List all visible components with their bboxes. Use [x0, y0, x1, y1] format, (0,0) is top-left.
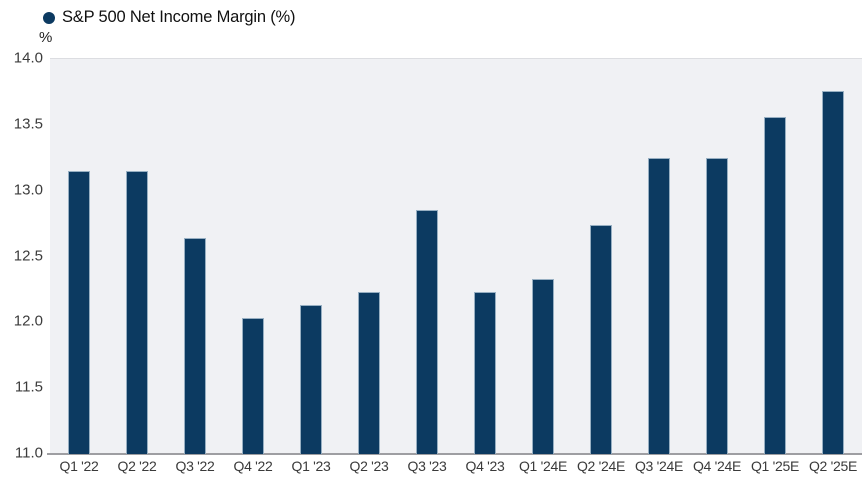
bar-slot — [514, 59, 572, 454]
bar-slot — [282, 59, 340, 454]
bar — [300, 305, 322, 454]
plot-area — [47, 58, 862, 455]
y-axis-tick-label: 12.5 — [13, 247, 43, 264]
y-axis-tick-label: 13.0 — [13, 181, 43, 199]
y-axis: 14.0 13.5 13.0 12.5 12.0 11.5 11.0 — [0, 50, 43, 462]
bar-slot — [224, 59, 282, 454]
x-axis-tick-label: Q1 '25E — [750, 458, 800, 474]
bar-slot — [108, 59, 166, 454]
bar — [706, 157, 728, 454]
bar-slot — [804, 59, 862, 454]
x-axis-tick-label: Q4 '23 — [465, 458, 505, 474]
x-axis-tick-label: Q4 '24E — [692, 458, 742, 474]
x-axis-tick-label: Q2 '22 — [117, 458, 157, 474]
legend-label: S&P 500 Net Income Margin (%) — [62, 8, 296, 26]
x-axis-tick-label: Q1 '24E — [518, 458, 568, 474]
bar-slot — [398, 59, 456, 454]
bar-slot — [630, 59, 688, 454]
x-axis-line — [47, 453, 862, 455]
x-axis-tick-label: Q1 '22 — [59, 458, 99, 474]
bar-slot — [456, 59, 514, 454]
bar-slot — [572, 59, 630, 454]
bar-slot — [166, 59, 224, 454]
y-axis-tick-label: 13.5 — [13, 115, 43, 133]
legend: S&P 500 Net Income Margin (%) — [43, 8, 295, 27]
y-axis-tick-label: 11.5 — [14, 378, 43, 396]
x-axis-tick-label: Q3 '22 — [175, 458, 215, 474]
y-axis-unit-label: % — [39, 29, 53, 46]
x-axis-tick-label: Q2 '25E — [808, 458, 858, 474]
bar — [242, 318, 264, 454]
bar — [648, 157, 670, 454]
bar-slot — [340, 59, 398, 454]
bar — [590, 224, 612, 454]
x-axis-tick-label: Q3 '23 — [407, 458, 447, 474]
bar-slot — [688, 59, 746, 454]
bar — [184, 238, 206, 454]
legend-dot-icon — [43, 11, 55, 24]
y-axis-tick-label: 12.0 — [13, 312, 43, 330]
x-axis: Q1 '22 Q2 '22 Q3 '22 Q4 '22 Q1 '23 Q2 '23 Q3 '… — [50, 458, 862, 474]
bar-slot — [746, 59, 804, 454]
bar — [822, 90, 844, 454]
x-axis-tick-label: Q2 '23 — [349, 458, 389, 474]
bar-slot — [50, 59, 108, 454]
x-axis-tick-label: Q3 '24E — [634, 458, 684, 474]
x-axis-tick-label: Q1 '23 — [291, 458, 331, 474]
bar — [474, 292, 496, 454]
x-axis-tick-label: Q2 '24E — [576, 458, 626, 474]
bar — [126, 170, 148, 454]
y-axis-tick-label: 14.0 — [13, 49, 43, 67]
bar — [764, 116, 786, 454]
bar — [358, 292, 380, 454]
bar — [532, 278, 554, 454]
bar — [416, 210, 438, 454]
y-axis-tick-label: 11.0 — [14, 444, 43, 462]
x-axis-tick-label: Q4 '22 — [233, 458, 273, 474]
bars-row — [50, 59, 862, 454]
bar — [68, 170, 90, 454]
